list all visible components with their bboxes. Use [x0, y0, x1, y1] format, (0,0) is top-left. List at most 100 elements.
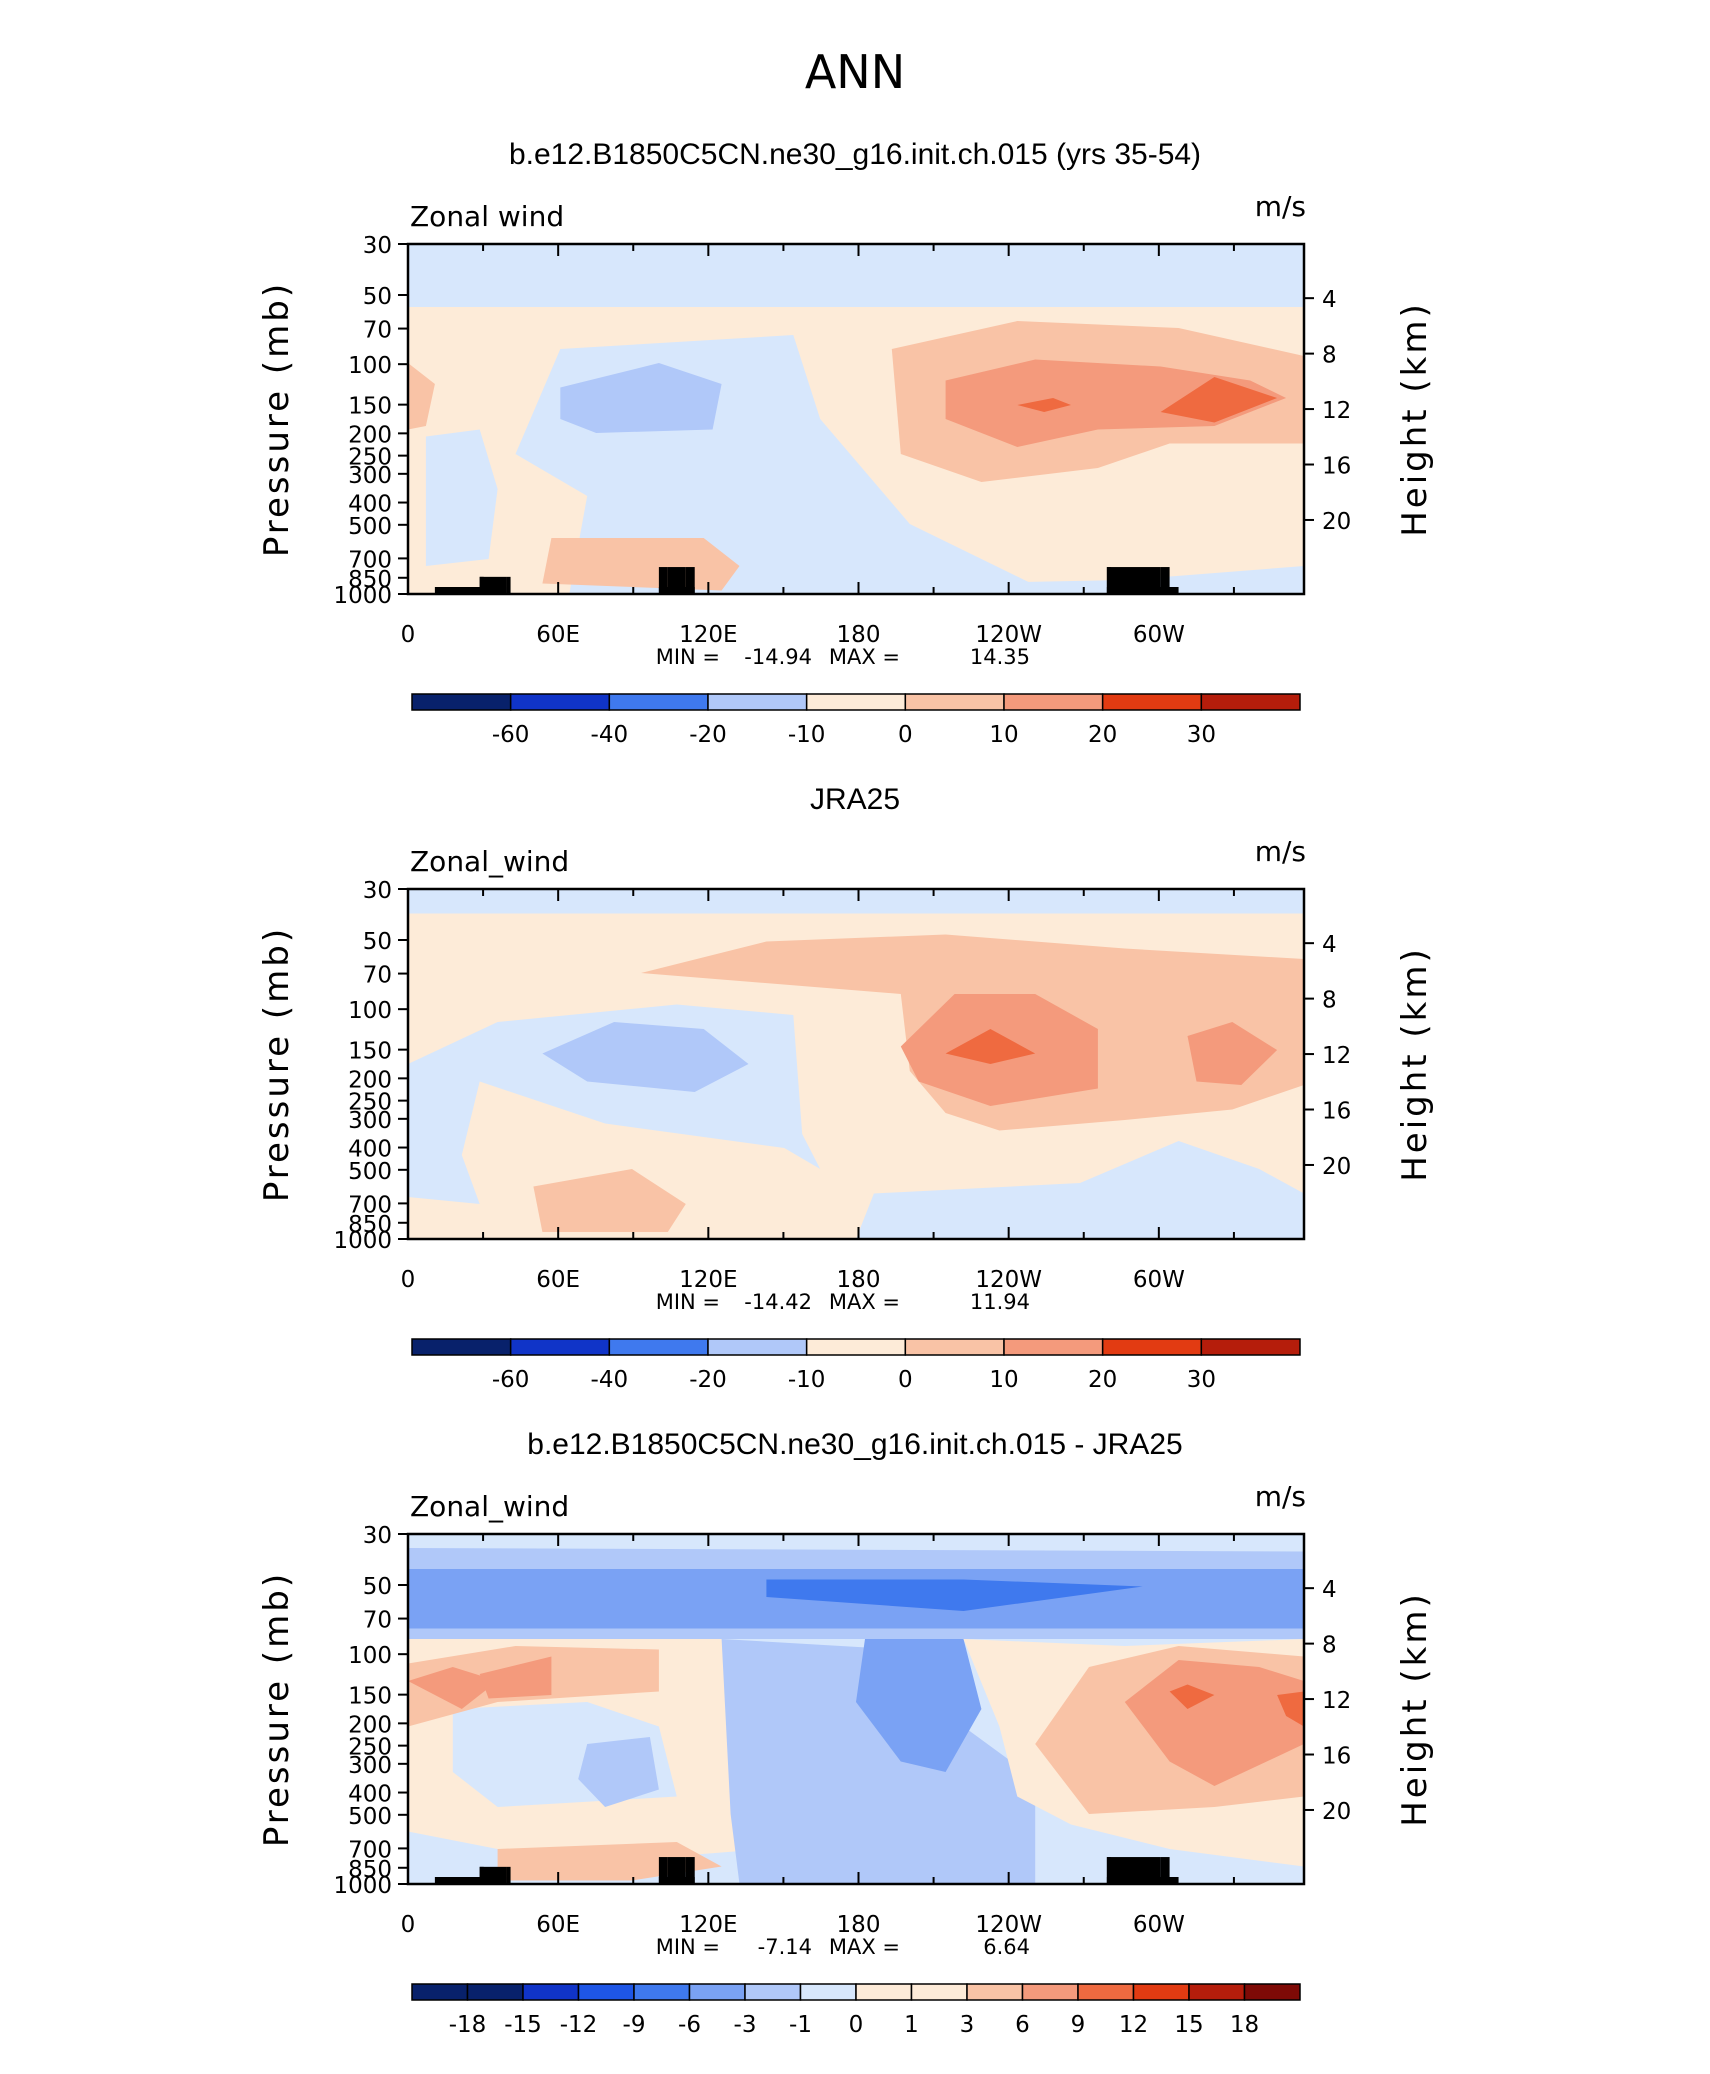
- colorbar-label: -20: [689, 722, 727, 748]
- x-tick-label: 60E: [536, 1912, 580, 1938]
- x-tick-label: 0: [401, 622, 416, 648]
- plot-frame: [406, 1532, 1306, 1886]
- y-right-axis-title: Height (km): [1395, 301, 1435, 537]
- land-mask: [434, 1857, 1179, 1884]
- y-tick-label: 30: [363, 878, 392, 904]
- contour-field: [408, 889, 1304, 1239]
- colorbar-label: -1: [789, 2012, 812, 2038]
- y-right-axis-title: Height (km): [1395, 1591, 1435, 1827]
- contour-region-17: [1277, 1691, 1304, 1727]
- contour-region-12: [856, 1639, 982, 1772]
- colorbar-swatch: [904, 693, 1005, 711]
- contour-region-9: [408, 1667, 498, 1709]
- colorbar-label: -9: [623, 2012, 646, 2038]
- colorbar-swatch: [577, 1983, 635, 2001]
- y-right-tick-label: 20: [1322, 1154, 1351, 1180]
- y-tick-label: 850: [348, 1212, 392, 1238]
- min-label: MIN =: [656, 645, 720, 669]
- panel-1: b.e12.B1850C5CN.ne30_g16.init.ch.015 (yr…: [257, 138, 1435, 748]
- max-value: 11.94: [970, 1290, 1030, 1314]
- colorbar-swatch: [1188, 1983, 1246, 2001]
- min-label: MIN =: [656, 1935, 720, 1959]
- contour-region-10: [1160, 377, 1278, 423]
- max-label: MAX =: [829, 1290, 900, 1314]
- colorbar-label: 20: [1088, 722, 1117, 748]
- units-label: m/s: [1255, 190, 1306, 223]
- land-block: [506, 576, 511, 594]
- y-tick-label: 300: [348, 463, 392, 489]
- contour-field: [408, 244, 1304, 594]
- colorbar-swatch: [411, 693, 512, 711]
- units-label: m/s: [1255, 835, 1306, 868]
- y-axis-title: Pressure (mb): [257, 281, 297, 557]
- x-tick-label: 60W: [1133, 1912, 1185, 1938]
- x-tick-label: 60E: [536, 1267, 580, 1293]
- contour-region-9: [945, 359, 1287, 447]
- y-right-tick-label: 16: [1322, 1744, 1351, 1770]
- y-tick-label: 50: [363, 284, 392, 310]
- min-label: MIN =: [656, 1290, 720, 1314]
- colorbar-swatch: [1101, 1338, 1203, 1356]
- x-tick-label: 120W: [975, 1912, 1042, 1938]
- y-tick-label: 150: [348, 394, 392, 420]
- y-right-tick-label: 4: [1322, 932, 1337, 958]
- panel-title: b.e12.B1850C5CN.ne30_g16.init.ch.015 - J…: [527, 1428, 1182, 1461]
- colorbar-swatch: [805, 1338, 907, 1356]
- colorbar-label: -60: [492, 1367, 530, 1393]
- land-block: [1160, 1857, 1170, 1884]
- y-right-tick-label: 16: [1322, 454, 1351, 480]
- colorbar-label: 12: [1119, 2012, 1148, 2038]
- colorbar-label: -60: [492, 722, 530, 748]
- colorbar-swatch: [1132, 1983, 1190, 2001]
- contour-region-3: [425, 429, 498, 566]
- land-block: [685, 1857, 695, 1884]
- y-tick-label: 70: [363, 1608, 392, 1634]
- y-tick-label: 200: [348, 1067, 392, 1093]
- land-block: [1160, 567, 1170, 594]
- y-right-tick-label: 12: [1322, 1688, 1351, 1714]
- y-tick-label: 100: [348, 353, 392, 379]
- y-tick-label: 850: [348, 567, 392, 593]
- max-value: 6.64: [983, 1935, 1030, 1959]
- colorbar-swatch: [509, 693, 611, 711]
- y-right-tick-label: 20: [1322, 1799, 1351, 1825]
- colorbar-label: -40: [591, 1367, 629, 1393]
- x-tick-label: 0: [401, 1912, 416, 1938]
- colorbar-swatch: [1003, 693, 1104, 711]
- colorbar-label: -20: [689, 1367, 727, 1393]
- colorbar-swatch: [1021, 1983, 1079, 2001]
- contour-region-7: [578, 1737, 659, 1807]
- y-right-tick-label: 16: [1322, 1099, 1351, 1125]
- colorbar-label: 3: [960, 2012, 975, 2038]
- colorbar-label: -12: [560, 2012, 598, 2038]
- contour-region-3: [856, 1141, 1304, 1239]
- contour-region-4: [766, 1579, 1143, 1611]
- colorbar-swatch: [707, 1338, 808, 1356]
- max-label: MAX =: [829, 1935, 900, 1959]
- plot-frame: [406, 887, 1306, 1241]
- contour-region-16: [1169, 1684, 1215, 1709]
- y-tick-label: 250: [348, 1090, 392, 1116]
- y-right-tick-label: 20: [1322, 509, 1351, 535]
- y-tick-label: 150: [348, 1684, 392, 1710]
- land-block: [1106, 1877, 1179, 1884]
- colorbar-label: 10: [989, 1367, 1018, 1393]
- land-mask: [434, 567, 1179, 594]
- variable-label: Zonal_wind: [410, 1490, 569, 1523]
- contour-region-8: [1187, 1022, 1278, 1085]
- y-tick-label: 500: [348, 514, 392, 540]
- min-value: -7.14: [758, 1935, 812, 1959]
- x-tick-label: 60W: [1133, 622, 1185, 648]
- contour-region-8: [542, 538, 740, 591]
- y-tick-label: 200: [348, 1712, 392, 1738]
- colorbar-swatch: [910, 1983, 968, 2001]
- contour-region-11: [721, 1639, 1036, 1884]
- y-tick-label: 1000: [333, 1873, 392, 1899]
- colorbar-swatch: [799, 1983, 857, 2001]
- land-block: [434, 587, 507, 594]
- contour-region-6: [533, 1169, 686, 1232]
- colorbar-swatch: [466, 1983, 524, 2001]
- y-tick-label: 700: [348, 1192, 392, 1218]
- colorbar-label: 20: [1088, 1367, 1117, 1393]
- y-tick-label: 50: [363, 1574, 392, 1600]
